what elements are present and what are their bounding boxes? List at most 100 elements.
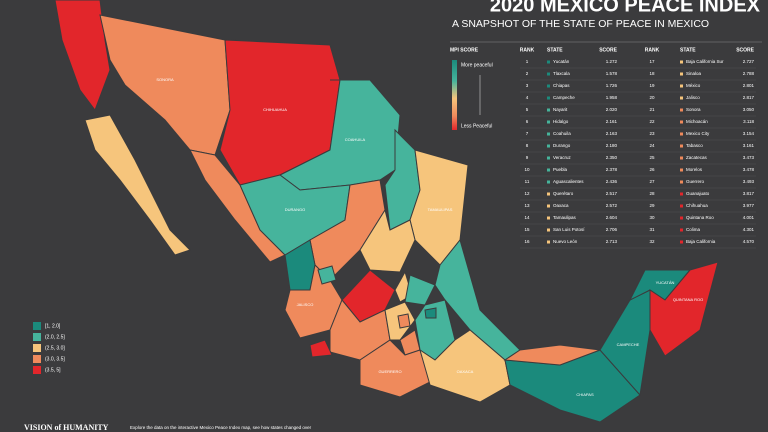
row-marker <box>547 120 550 124</box>
footer-brand: VISION of HUMANITY <box>24 423 109 432</box>
state <box>397 313 411 329</box>
table-cell: Veracruz <box>553 155 572 160</box>
state <box>409 149 469 266</box>
map-label: COAHUILA <box>345 137 366 142</box>
table-header: STATE <box>547 47 563 53</box>
table-cell: 3.050 <box>743 107 755 112</box>
table-cell: 32 <box>649 239 655 244</box>
table-cell: Mexico City <box>686 131 710 136</box>
map-label: CAMPECHE <box>617 342 640 347</box>
scale-top: More peaceful <box>461 62 493 68</box>
table-cell: 7 <box>526 131 529 136</box>
table-cell: Nuevo León <box>553 239 578 244</box>
row-marker <box>547 156 550 160</box>
state <box>649 261 719 357</box>
table-header: STATE <box>680 47 696 53</box>
legend-label: [1, 2.0] <box>45 323 61 329</box>
table-cell: 2.713 <box>606 239 618 244</box>
table-cell: 10 <box>524 167 530 172</box>
legend-swatch <box>33 333 41 341</box>
state <box>317 265 337 285</box>
table-header: RANK <box>520 47 535 53</box>
legend: [1, 2.0] (2.0, 2.5] (2.5, 3.0] (3.0, 3.5] (3… <box>33 322 65 374</box>
table-cell: Oaxaca <box>553 203 569 208</box>
table-cell: 2.604 <box>606 215 618 220</box>
table-cell: 4.570 <box>743 239 755 244</box>
row-marker <box>680 84 683 88</box>
table-cell: Baja California Sur <box>686 59 724 64</box>
table-cell: 11 <box>525 179 530 184</box>
row-marker <box>680 60 683 64</box>
row-marker <box>680 192 683 196</box>
legend-label: (3.0, 3.5] <box>45 356 65 362</box>
table-cell: 24 <box>649 143 655 148</box>
row-marker <box>680 132 683 136</box>
table-cell: Tabasco <box>686 143 703 148</box>
table-cell: Tamaulipas <box>553 215 577 220</box>
table-cell: Zacatecas <box>686 155 708 160</box>
table-cell: Quintana Roo <box>686 215 714 220</box>
legend-label: (3.5, 5] <box>45 367 61 373</box>
map-label: CHIHUAHUA <box>263 107 287 112</box>
subtitle: A SNAPSHOT OF THE STATE OF PEACE IN MEXI… <box>452 18 709 30</box>
table-cell: 29 <box>649 203 655 208</box>
row-marker <box>680 120 683 124</box>
table-cell: 21 <box>649 107 655 112</box>
table-cell: 3.154 <box>743 131 755 136</box>
ranking-table: RANK STATE SCORE RANK STATE SCORE 1 Yucatán 1.27… <box>520 47 756 249</box>
table-cell: 3.473 <box>743 155 755 160</box>
state <box>503 344 601 366</box>
row-marker <box>680 96 683 100</box>
table-cell: 25 <box>649 155 655 160</box>
legend-label: (2.0, 2.5] <box>45 334 65 340</box>
table-cell: 2.161 <box>606 119 618 124</box>
table-cell: San Luis Potosí <box>553 227 585 232</box>
scale-title: MPI SCORE <box>450 47 479 53</box>
table-cell: 2.517 <box>606 191 618 196</box>
table-cell: 3.118 <box>743 119 754 124</box>
table-cell: 5 <box>526 107 529 112</box>
table-cell: 13 <box>524 203 530 208</box>
map-label: JALISCO <box>297 302 314 307</box>
table-cell: 3.478 <box>743 167 755 172</box>
row-marker <box>680 204 683 208</box>
row-marker <box>547 228 550 232</box>
row-marker <box>680 240 683 244</box>
table-cell: 2.801 <box>743 83 755 88</box>
table-cell: Nayarit <box>553 107 568 112</box>
legend-label: (2.5, 3.0] <box>45 345 65 351</box>
table-cell: Yucatán <box>553 59 570 64</box>
table-cell: 2.350 <box>606 155 618 160</box>
state <box>84 114 191 256</box>
table-cell: 26 <box>649 167 655 172</box>
map-label: GUERRERO <box>378 369 401 374</box>
table-cell: 20 <box>649 95 655 100</box>
table-cell: 3.493 <box>743 179 755 184</box>
table-cell: 2.706 <box>606 227 618 232</box>
map-label: OAXACA <box>457 369 474 374</box>
table-cell: 23 <box>649 131 655 136</box>
legend-swatch <box>33 344 41 352</box>
table-cell: 2.378 <box>606 167 618 172</box>
row-marker <box>680 168 683 172</box>
map-label: CHIAPAS <box>576 392 594 397</box>
table-cell: 31 <box>649 227 655 232</box>
map-labels: SONORA CHIHUAHUA COAHUILA DURANGO TAMAULIPAS… <box>156 77 703 397</box>
row-marker <box>680 108 683 112</box>
table-cell: Tlaxcala <box>553 71 570 76</box>
row-marker <box>547 84 550 88</box>
table-cell: 14 <box>524 215 530 220</box>
table-cell: 18 <box>649 71 655 76</box>
table-cell: 16 <box>524 239 530 244</box>
legend-swatch <box>33 355 41 363</box>
table-cell: Guanajuato <box>686 191 710 196</box>
scale-bottom: Less Peaceful <box>461 123 492 129</box>
map-label: YUCATÁN <box>656 280 675 285</box>
table-cell: 2.788 <box>743 71 755 76</box>
map-label: DURANGO <box>285 207 305 212</box>
row-marker <box>547 72 550 76</box>
table-cell: 6 <box>526 119 529 124</box>
map-label: QUINTANA ROO <box>673 297 703 302</box>
footer-note: Explore the data on the interactive Mexi… <box>130 425 312 430</box>
table-cell: 1.578 <box>606 71 618 76</box>
